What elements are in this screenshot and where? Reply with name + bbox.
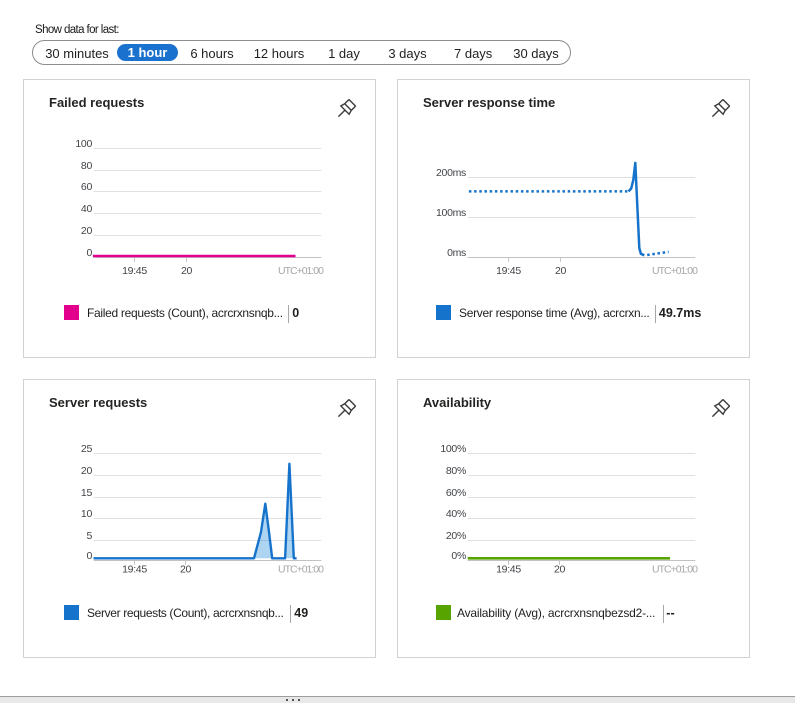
svg-text:19:45: 19:45 (496, 265, 521, 277)
svg-text:UTC+01:00: UTC+01:00 (652, 564, 698, 576)
svg-text:200ms: 200ms (436, 167, 466, 179)
svg-text:19:45: 19:45 (122, 564, 147, 576)
svg-text:20: 20 (181, 265, 193, 277)
svg-text:80: 80 (81, 160, 93, 172)
svg-text:20: 20 (81, 465, 93, 477)
svg-text:0%: 0% (451, 550, 466, 562)
svg-text:40%: 40% (446, 508, 466, 520)
svg-text:15: 15 (81, 487, 93, 499)
svg-text:0: 0 (86, 247, 92, 259)
svg-text:UTC+01:00: UTC+01:00 (278, 265, 324, 277)
svg-text:40: 40 (81, 203, 93, 215)
svg-text:20%: 20% (446, 530, 466, 542)
svg-text:100%: 100% (440, 443, 466, 455)
svg-text:25: 25 (81, 443, 93, 455)
svg-text:20: 20 (81, 225, 93, 237)
svg-text:60%: 60% (446, 487, 466, 499)
svg-text:19:45: 19:45 (122, 265, 147, 277)
svg-text:20: 20 (554, 564, 566, 576)
svg-text:20: 20 (180, 564, 192, 576)
svg-text:10: 10 (81, 508, 93, 520)
svg-text:20: 20 (555, 265, 567, 277)
svg-text:UTC+01:00: UTC+01:00 (652, 265, 698, 277)
svg-text:0ms: 0ms (447, 247, 466, 259)
svg-text:100: 100 (75, 138, 92, 150)
svg-text:UTC+01:00: UTC+01:00 (278, 564, 324, 576)
svg-text:0: 0 (86, 550, 92, 562)
svg-text:19:45: 19:45 (496, 564, 521, 576)
svg-text:60: 60 (81, 181, 93, 193)
svg-text:100ms: 100ms (436, 207, 466, 219)
svg-text:5: 5 (86, 530, 92, 542)
svg-text:80%: 80% (446, 465, 466, 477)
